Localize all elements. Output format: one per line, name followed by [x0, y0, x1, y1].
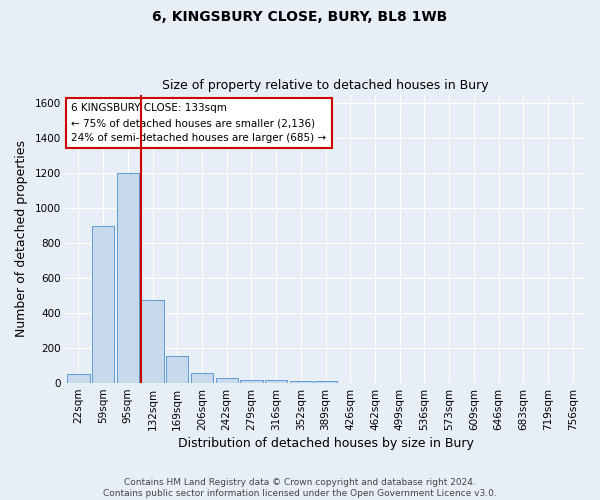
Bar — [240, 380, 263, 383]
Bar — [314, 381, 337, 383]
Bar — [290, 381, 312, 383]
Text: Contains HM Land Registry data © Crown copyright and database right 2024.
Contai: Contains HM Land Registry data © Crown c… — [103, 478, 497, 498]
Bar — [215, 378, 238, 383]
Bar — [166, 356, 188, 383]
Bar — [265, 380, 287, 383]
Bar — [117, 173, 139, 383]
Title: Size of property relative to detached houses in Bury: Size of property relative to detached ho… — [162, 79, 489, 92]
Bar — [67, 374, 89, 383]
Bar — [191, 374, 213, 383]
Bar — [92, 226, 114, 383]
Y-axis label: Number of detached properties: Number of detached properties — [15, 140, 28, 338]
Text: 6 KINGSBURY CLOSE: 133sqm
← 75% of detached houses are smaller (2,136)
24% of se: 6 KINGSBURY CLOSE: 133sqm ← 75% of detac… — [71, 103, 326, 143]
X-axis label: Distribution of detached houses by size in Bury: Distribution of detached houses by size … — [178, 437, 473, 450]
Bar — [142, 300, 164, 383]
Text: 6, KINGSBURY CLOSE, BURY, BL8 1WB: 6, KINGSBURY CLOSE, BURY, BL8 1WB — [152, 10, 448, 24]
